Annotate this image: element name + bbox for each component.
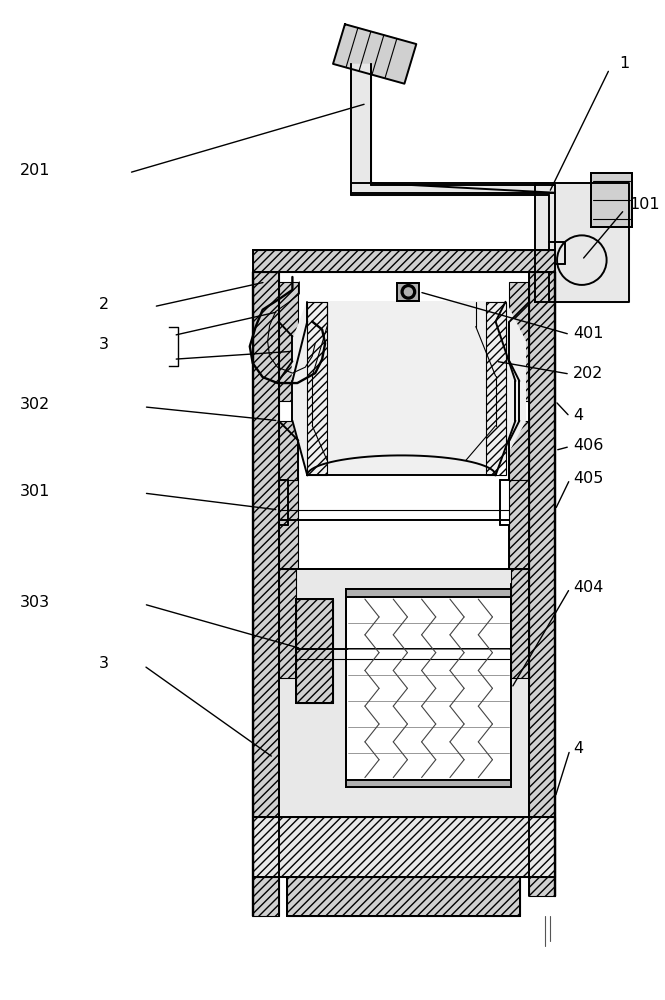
Text: 401: 401: [573, 326, 603, 341]
Text: 406: 406: [573, 438, 603, 453]
Text: 302: 302: [20, 397, 50, 412]
Bar: [297, 599, 333, 703]
Bar: [279, 272, 529, 916]
Bar: [279, 480, 299, 569]
Bar: [591, 173, 632, 227]
Bar: [279, 569, 529, 817]
Text: 4: 4: [573, 741, 583, 756]
Polygon shape: [535, 183, 629, 302]
Bar: [253, 817, 555, 877]
Text: 3: 3: [99, 656, 109, 671]
Bar: [307, 302, 327, 475]
Text: 101: 101: [629, 197, 660, 212]
Bar: [253, 250, 555, 272]
Text: 202: 202: [573, 366, 603, 381]
Bar: [398, 283, 419, 301]
Polygon shape: [351, 64, 370, 195]
Text: 2: 2: [99, 297, 109, 312]
Bar: [253, 272, 279, 916]
Polygon shape: [351, 64, 370, 183]
Bar: [253, 817, 555, 877]
Text: 201: 201: [20, 163, 51, 178]
Bar: [509, 480, 529, 569]
Polygon shape: [293, 302, 525, 475]
Bar: [253, 250, 555, 272]
Bar: [287, 877, 521, 916]
Polygon shape: [370, 185, 555, 195]
Circle shape: [402, 285, 416, 299]
Bar: [485, 302, 505, 475]
Bar: [279, 421, 299, 480]
Bar: [346, 589, 511, 597]
Bar: [279, 282, 299, 401]
Bar: [509, 282, 529, 401]
Polygon shape: [333, 24, 416, 84]
Bar: [346, 780, 511, 787]
Bar: [297, 599, 333, 703]
Text: 303: 303: [20, 595, 50, 610]
Polygon shape: [549, 185, 555, 302]
Bar: [279, 569, 297, 678]
Bar: [287, 877, 521, 916]
Text: 301: 301: [20, 484, 50, 499]
Bar: [346, 589, 511, 787]
Text: 4: 4: [573, 408, 583, 423]
Text: 3: 3: [99, 337, 109, 352]
Text: 404: 404: [573, 580, 603, 595]
Circle shape: [404, 288, 412, 296]
Bar: [509, 421, 529, 480]
Bar: [511, 569, 529, 678]
Text: 1: 1: [620, 56, 630, 71]
Text: 405: 405: [573, 471, 603, 486]
Bar: [529, 272, 555, 896]
